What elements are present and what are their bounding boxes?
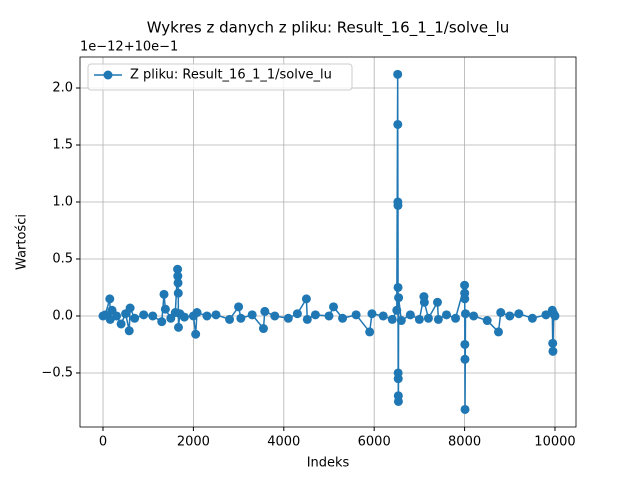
y-tick-label: 0.5 — [52, 251, 73, 266]
x-axis-label: Indeks — [307, 456, 350, 471]
data-point — [160, 304, 170, 314]
data-point — [130, 313, 140, 323]
data-point — [460, 339, 470, 349]
data-point — [351, 310, 361, 320]
data-point — [270, 311, 280, 321]
chart-title: Wykres z danych z pliku: Result_16_1_1/s… — [147, 19, 510, 38]
data-point — [159, 289, 169, 299]
data-point — [419, 297, 429, 307]
data-point — [116, 319, 126, 329]
data-point — [527, 313, 537, 323]
x-tick-label: 0 — [99, 435, 107, 450]
data-point — [139, 310, 149, 320]
data-point — [469, 311, 479, 321]
data-point — [310, 310, 320, 320]
data-point — [493, 327, 503, 337]
data-point — [393, 396, 403, 406]
data-point — [460, 309, 470, 319]
data-point — [482, 316, 492, 326]
data-point — [432, 297, 442, 307]
x-tick-label: 2000 — [177, 435, 210, 450]
data-point — [324, 311, 334, 321]
x-tick-label: 4000 — [267, 435, 300, 450]
data-point — [496, 308, 506, 318]
y-tick-label: 1.0 — [52, 194, 73, 209]
data-point — [258, 324, 268, 334]
data-point — [173, 271, 183, 281]
data-point — [396, 316, 406, 326]
data-point — [211, 310, 221, 320]
data-point — [393, 282, 403, 292]
y-tick-label: 0.0 — [52, 308, 73, 323]
data-point — [234, 302, 244, 312]
data-point — [191, 329, 201, 339]
data-point — [367, 309, 377, 319]
data-point — [505, 311, 515, 321]
data-point — [192, 308, 202, 318]
data-point — [173, 278, 183, 288]
data-point — [338, 313, 348, 323]
y-tick-label: 1.5 — [52, 137, 73, 152]
data-point — [378, 311, 388, 321]
data-point — [302, 314, 312, 324]
data-point — [202, 311, 212, 321]
data-point — [387, 314, 397, 324]
data-point — [393, 119, 403, 129]
data-point — [393, 200, 403, 210]
plot-frame — [79, 56, 577, 428]
data-point — [173, 264, 183, 274]
data-point — [405, 310, 415, 320]
data-point — [301, 294, 311, 304]
data-point — [157, 317, 167, 327]
data-point — [247, 310, 257, 320]
y-tick-label: −0.5 — [41, 365, 73, 380]
data-point — [148, 311, 158, 321]
legend-box — [87, 63, 353, 91]
data-point — [423, 313, 433, 323]
data-point — [392, 305, 402, 315]
data-point — [414, 314, 424, 324]
x-tick-label: 6000 — [358, 435, 391, 450]
data-point — [329, 302, 339, 312]
y-offset-label: 1e−12+10e−1 — [80, 40, 178, 55]
data-point — [460, 280, 470, 290]
data-point — [541, 310, 551, 320]
data-point — [125, 303, 135, 313]
data-point — [225, 314, 235, 324]
legend-label: Z pliku: Result_16_1_1/solve_lu — [130, 68, 332, 83]
data-point — [393, 374, 403, 384]
data-point — [548, 346, 558, 356]
data-point — [460, 294, 470, 304]
data-point — [460, 404, 470, 414]
data-point — [442, 310, 452, 320]
data-point — [112, 311, 122, 321]
x-tick-label: 8000 — [448, 435, 481, 450]
y-axis-label: Wartości — [15, 214, 30, 270]
data-point — [451, 313, 461, 323]
data-point — [124, 326, 134, 336]
data-point — [105, 294, 115, 304]
data-point — [292, 309, 302, 319]
y-tick-label: 2.0 — [52, 81, 73, 96]
data-point — [179, 312, 189, 322]
data-point — [365, 327, 375, 337]
data-point — [433, 314, 443, 324]
data-point — [514, 309, 524, 319]
data-point — [260, 306, 270, 316]
data-point — [283, 313, 293, 323]
data-point — [550, 311, 560, 321]
data-point — [460, 354, 470, 364]
data-point — [173, 288, 183, 298]
data-point — [393, 69, 403, 79]
legend-marker — [103, 70, 113, 80]
x-tick-label: 10000 — [534, 435, 575, 450]
data-point — [394, 293, 404, 303]
data-point — [548, 338, 558, 348]
data-point — [173, 322, 183, 332]
data-point — [236, 313, 246, 323]
